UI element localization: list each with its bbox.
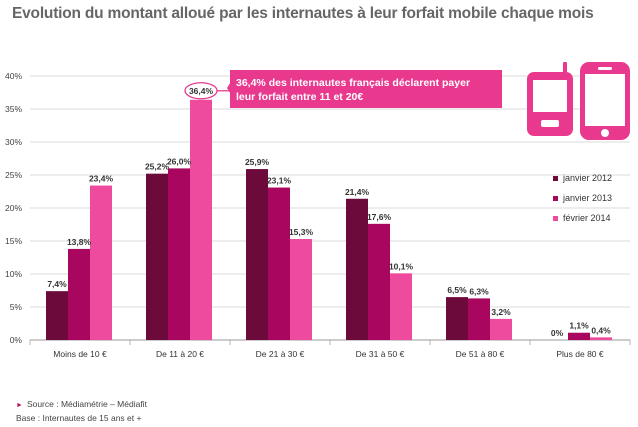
bar <box>290 239 312 340</box>
bar <box>346 198 368 340</box>
bar <box>268 187 290 340</box>
smartphone-icon <box>580 62 630 140</box>
bar <box>390 273 412 340</box>
footer: ► Source : Médiamétrie – Médiafit Base : … <box>16 398 147 424</box>
bars <box>46 99 612 340</box>
y-tick-label: 35% <box>5 104 22 114</box>
callout-text: 36,4% des internautes français déclarent… <box>236 76 496 104</box>
chart-title: Evolution du montant alloué par les inte… <box>12 5 594 22</box>
mobile-phone-icon <box>527 62 573 136</box>
data-label: 15,3% <box>289 227 314 237</box>
legend-swatch <box>553 195 558 201</box>
data-label: 36,4% <box>189 86 214 96</box>
bar <box>446 297 468 340</box>
data-label: 6,3% <box>469 286 489 296</box>
bar <box>490 318 512 340</box>
y-tick-label: 10% <box>5 269 22 279</box>
data-label: 10,1% <box>389 261 414 271</box>
bar <box>246 169 268 340</box>
bar <box>146 173 168 340</box>
legend-swatch <box>553 175 558 181</box>
bar <box>368 223 390 340</box>
bar <box>590 337 612 340</box>
callout-line-2: leur forfait entre 11 et 20€ <box>236 91 364 103</box>
legend-label: février 2014 <box>563 213 611 223</box>
legend-swatch <box>553 215 558 221</box>
y-tick-label: 20% <box>5 203 22 213</box>
bar <box>168 168 190 340</box>
x-tick-label: De 31 à 50 € <box>356 349 405 359</box>
x-tick-label: De 51 à 80 € <box>456 349 505 359</box>
arrow-right-icon: ► <box>16 402 23 409</box>
y-axis-ticks: 0% 5% 10% 15% 20% 25% 30% 35% 40% <box>5 71 22 345</box>
x-tick-label: De 21 à 30 € <box>256 349 305 359</box>
data-label: 1,1% <box>569 321 589 331</box>
source-text: Source : Médiamétrie – Médiafit <box>26 399 147 409</box>
bar <box>68 248 90 340</box>
data-label: 0% <box>551 328 564 338</box>
data-label: 26,0% <box>167 156 192 166</box>
bar <box>90 185 112 340</box>
callout <box>217 70 502 108</box>
legend-item-2012: janvier 2012 <box>553 168 612 188</box>
x-tick-label: Plus de 80 € <box>556 349 604 359</box>
bar <box>46 291 68 340</box>
base-text: Base : Internautes de 15 ans et + <box>16 413 142 423</box>
x-axis-ticks: Moins de 10 € De 11 à 20 € De 21 à 30 € De … <box>29 340 631 359</box>
data-label: 21,4% <box>345 187 370 197</box>
data-label: 7,4% <box>47 279 67 289</box>
legend-label: janvier 2013 <box>563 193 613 203</box>
bar <box>568 332 590 340</box>
y-tick-label: 15% <box>5 236 22 246</box>
data-label: 13,8% <box>67 237 92 247</box>
data-label: 6,5% <box>447 285 467 295</box>
legend-label: janvier 2012 <box>563 173 613 183</box>
data-label: 25,2% <box>145 162 170 172</box>
callout-box <box>230 70 502 108</box>
legend: janvier 2012 janvier 2013 février 2014 <box>553 168 612 228</box>
y-tick-label: 40% <box>5 71 22 81</box>
x-tick-label: Moins de 10 € <box>53 349 107 359</box>
data-label: 0,4% <box>591 325 611 335</box>
data-label: 25,9% <box>245 157 270 167</box>
legend-item-2013: janvier 2013 <box>553 188 612 208</box>
y-tick-label: 0% <box>10 335 23 345</box>
bar <box>468 298 490 340</box>
data-label: 23,4% <box>89 174 114 184</box>
bar <box>190 99 212 340</box>
y-tick-label: 30% <box>5 137 22 147</box>
data-label: 3,2% <box>491 307 511 317</box>
data-label: 23,1% <box>267 176 292 186</box>
data-labels: 7,4% 13,8% 23,4% 25,2%26,0% 36,4% 25,9% 23,1% 1… <box>47 82 611 338</box>
y-tick-label: 25% <box>5 170 22 180</box>
legend-item-2014: février 2014 <box>553 208 612 228</box>
data-label: 17,6% <box>367 212 392 222</box>
y-tick-label: 5% <box>10 302 23 312</box>
callout-line-1: 36,4% des internautes français déclarent… <box>236 77 471 89</box>
x-tick-label: De 11 à 20 € <box>156 349 204 359</box>
